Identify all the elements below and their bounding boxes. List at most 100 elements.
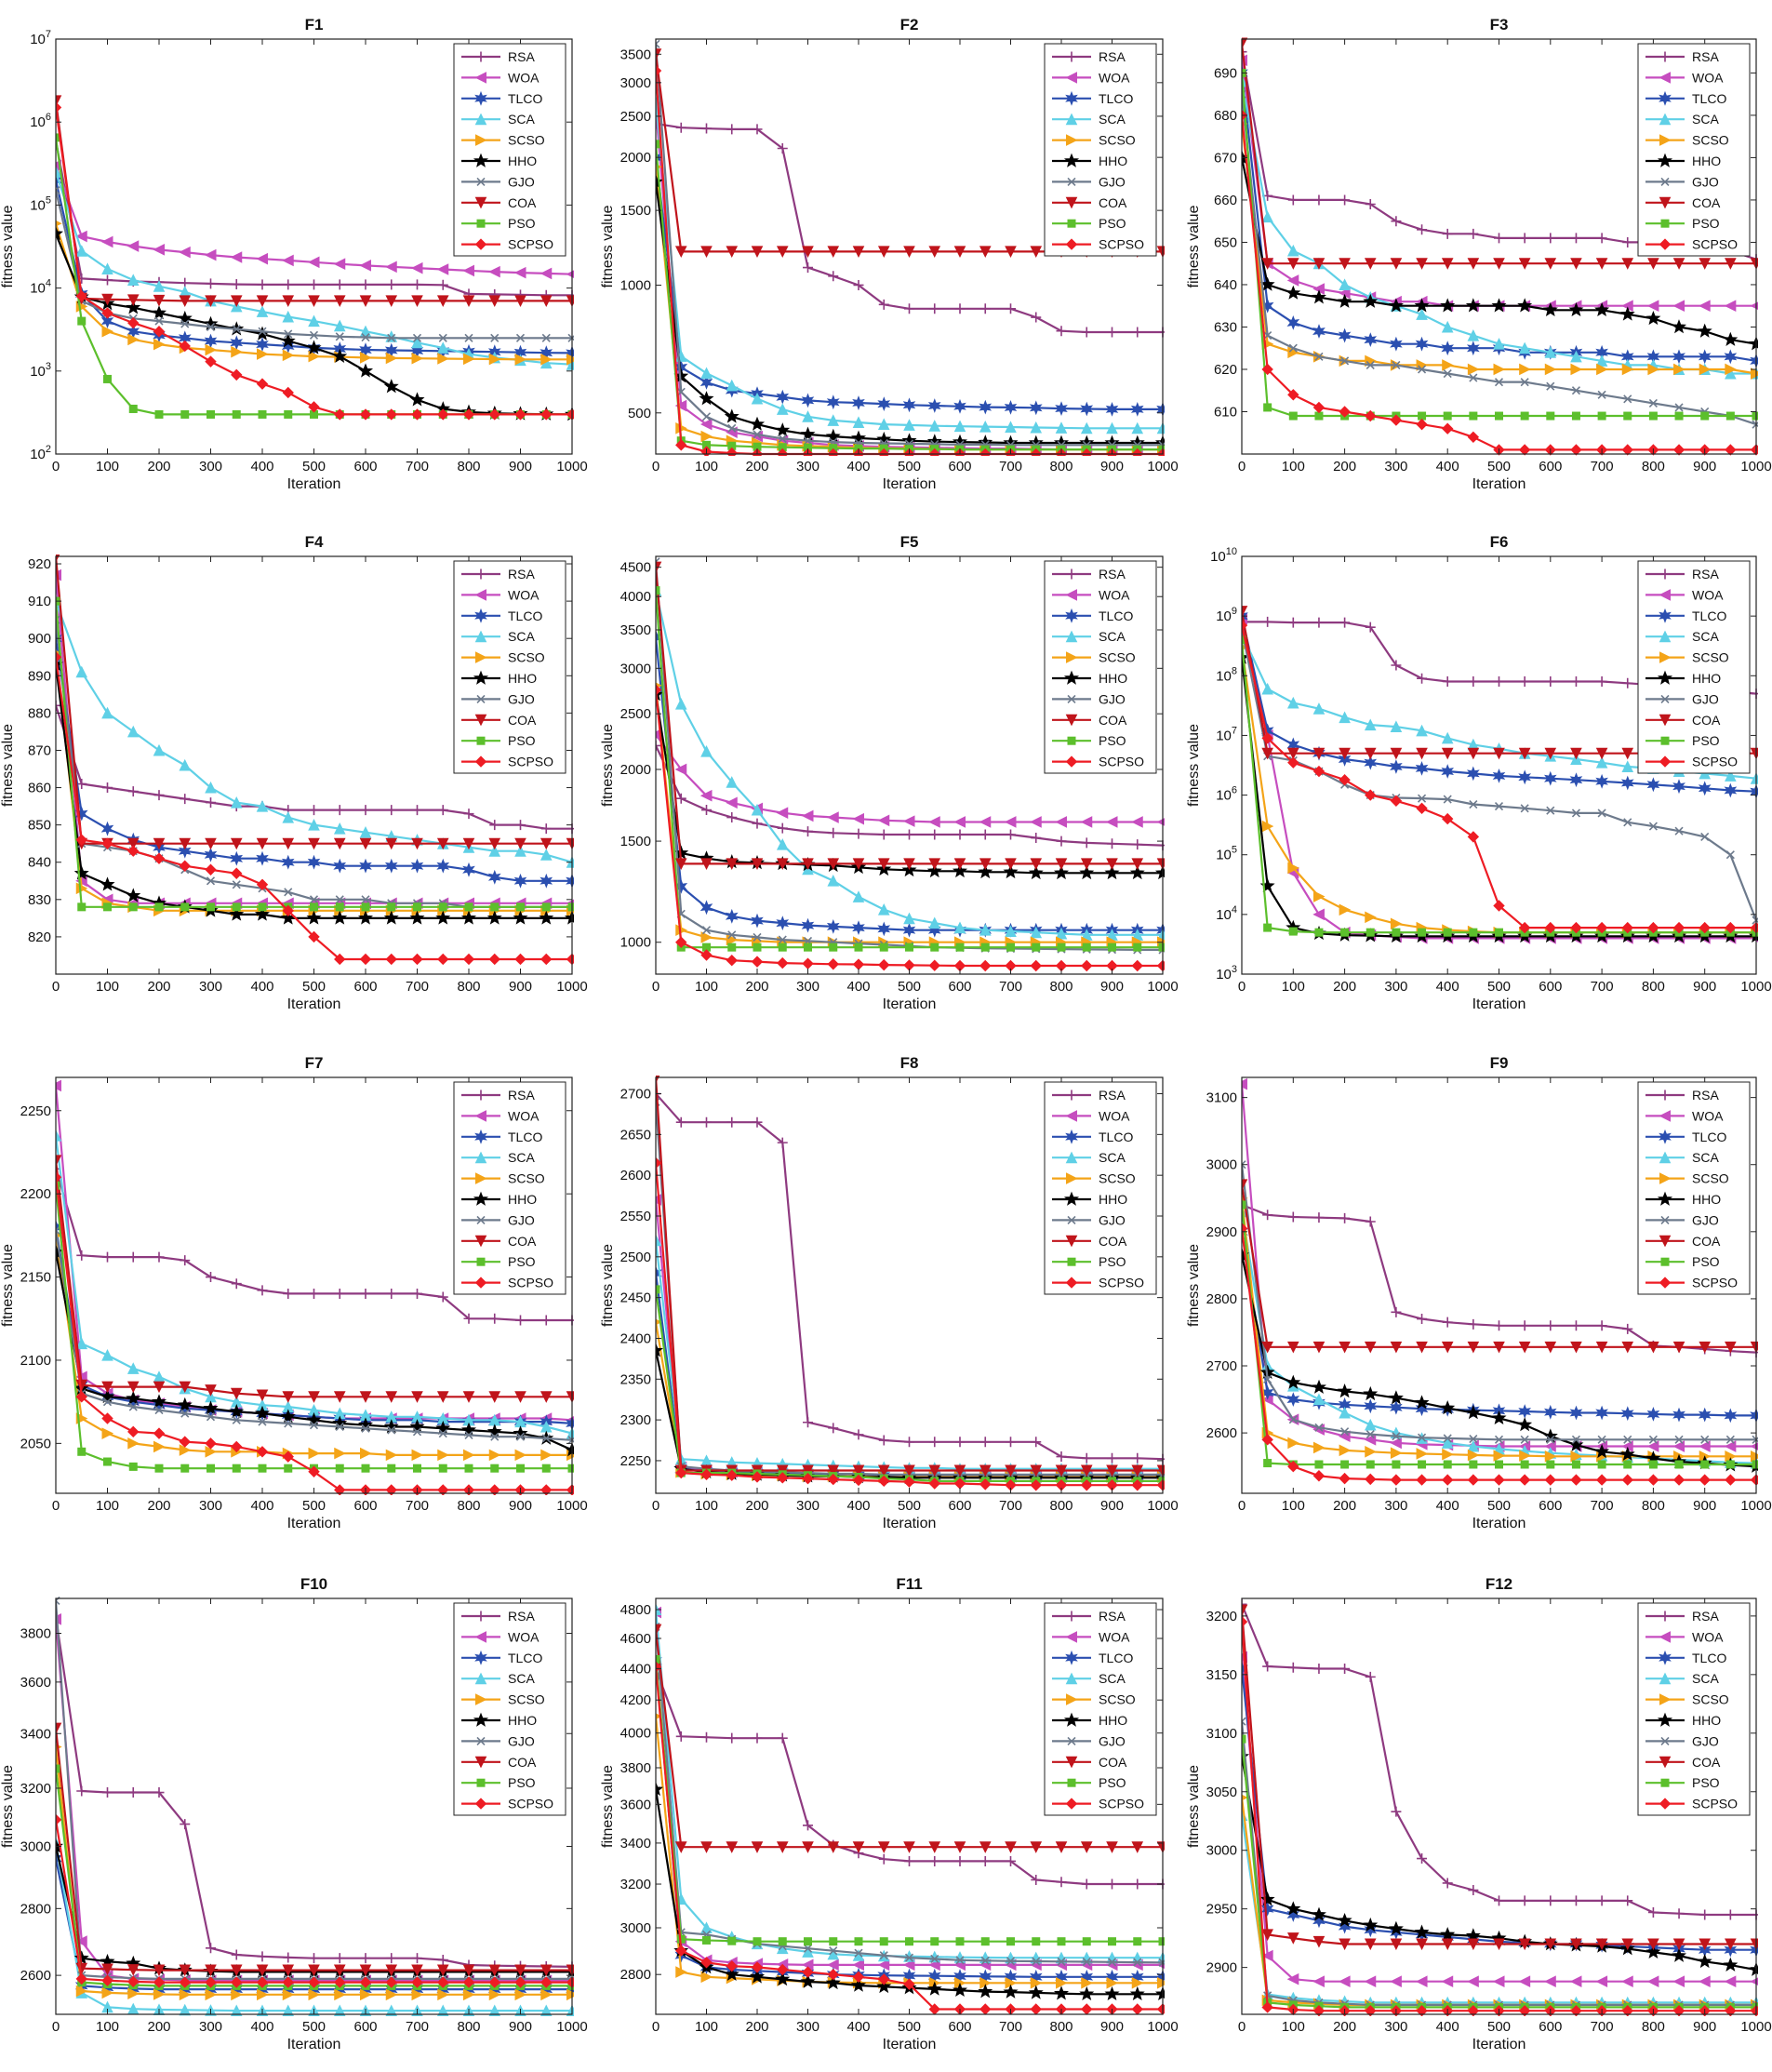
data-point-coa <box>1364 747 1377 760</box>
data-point-coa <box>928 1464 941 1477</box>
data-point-sca <box>979 924 992 936</box>
data-point-coa <box>1261 1929 1273 1941</box>
data-point-coa <box>1570 1938 1582 1951</box>
y-tick-label: 910 <box>28 594 51 609</box>
legend-box <box>1044 43 1157 257</box>
data-point-sca <box>282 2004 295 2016</box>
data-point-scpso <box>1242 1223 1248 1235</box>
data-point-hho <box>1517 1417 1533 1432</box>
legend-marker-scpso <box>474 238 487 250</box>
x-tick-label: 800 <box>1049 979 1073 995</box>
data-point-pso <box>438 1464 447 1473</box>
data-point-pso <box>1418 411 1427 421</box>
legend-label-hho: HHO <box>1099 1192 1127 1207</box>
chart-panel-f5: F50 100 200 300 400 500 600 700 800 900 1000100015… <box>600 533 1179 1012</box>
data-point-sca <box>1106 421 1118 434</box>
data-point-scpso <box>1518 444 1531 456</box>
data-point-rsa <box>1442 228 1453 239</box>
data-point-coa <box>1390 1341 1403 1354</box>
data-point-scpso <box>700 1957 713 1969</box>
data-point-tlco <box>1390 1399 1403 1415</box>
data-point-rsa <box>360 279 371 290</box>
data-point-tlco <box>1130 402 1144 417</box>
data-point-coa <box>1080 1841 1093 1853</box>
data-point-sca <box>852 416 865 428</box>
x-tick-label: 200 <box>1333 1498 1356 1514</box>
data-point-scso <box>231 1988 243 2001</box>
data-point-gjo <box>232 880 241 889</box>
data-point-coa <box>877 1841 890 1853</box>
data-point-coa <box>462 837 475 850</box>
legend-marker-scpso <box>1065 238 1078 250</box>
legend-label-tlco: TLCO <box>1099 1130 1133 1144</box>
legend-marker-woa <box>1065 1110 1077 1122</box>
legend-box <box>453 560 566 774</box>
data-point-rsa <box>878 299 889 310</box>
data-point-pso <box>1392 1460 1401 1469</box>
data-point-scpso <box>878 958 890 971</box>
data-point-pso <box>1082 942 1091 952</box>
data-point-rsa <box>1596 676 1607 688</box>
data-point-rsa <box>1494 233 1504 244</box>
chart-title: F3 <box>1490 16 1509 33</box>
y-tick-label: 4600 <box>620 1631 651 1647</box>
data-point-pso <box>778 942 787 952</box>
y-tick-label: 2000 <box>620 150 651 166</box>
legend-marker-scso <box>1659 1172 1672 1184</box>
data-point-rsa <box>412 805 422 816</box>
data-point-sca <box>101 706 113 719</box>
data-point-scpso <box>852 1971 865 1983</box>
data-point-scpso <box>540 953 553 966</box>
data-point-gjo <box>387 1425 396 1435</box>
data-point-rsa <box>437 805 448 816</box>
data-point-coa <box>852 1841 865 1853</box>
data-point-scpso <box>205 1437 217 1450</box>
data-point-scpso <box>1339 1472 1351 1485</box>
x-tick-label: 700 <box>1591 979 1614 995</box>
data-point-scpso <box>308 401 320 413</box>
legend-marker-coa <box>474 1756 487 1769</box>
data-point-gjo <box>361 332 370 342</box>
legend-label-coa: COA <box>1099 713 1127 728</box>
data-point-rsa <box>979 303 991 314</box>
data-point-woa <box>1030 816 1042 828</box>
data-point-coa <box>1131 858 1144 870</box>
data-point-scpso <box>231 1976 243 1988</box>
data-point-rsa <box>463 809 474 820</box>
data-point-scpso <box>1081 2003 1093 2015</box>
data-point-hho <box>1311 1379 1326 1394</box>
data-point-tlco <box>1724 349 1738 365</box>
legend-label-rsa: RSA <box>1692 1609 1719 1624</box>
data-point-rsa <box>777 822 788 834</box>
data-point-sca <box>953 420 966 433</box>
chart-panel-f6: F60 100 200 300 400 500 600 700 800 900 1000103104… <box>1186 533 1772 1012</box>
data-point-gjo <box>1597 809 1606 818</box>
data-point-coa <box>1699 1938 1712 1951</box>
x-tick-label: 200 <box>745 2019 768 2035</box>
data-point-sca <box>802 410 814 422</box>
legend-box <box>453 1602 566 1816</box>
data-point-woa <box>1080 816 1093 828</box>
data-point-scpso <box>1365 789 1377 801</box>
data-point-hho <box>409 1419 425 1434</box>
data-point-scpso <box>1390 1474 1403 1486</box>
data-point-coa <box>1493 1341 1505 1354</box>
data-point-scso <box>1596 363 1608 376</box>
y-tick-label: 104 <box>30 278 51 297</box>
data-point-pso <box>656 1654 660 1664</box>
data-point-rsa <box>954 829 966 840</box>
data-point-hho <box>229 1403 245 1419</box>
data-point-scpso <box>751 956 764 968</box>
legend-marker-coa <box>1659 714 1672 727</box>
data-point-rsa <box>231 279 242 290</box>
data-point-scpso <box>334 1976 346 1988</box>
data-point-hho <box>1491 1410 1507 1424</box>
legend-marker-pso <box>476 1257 486 1266</box>
data-point-rsa <box>76 1250 87 1261</box>
data-point-scpso <box>1570 444 1582 456</box>
data-point-sca <box>903 1950 915 1962</box>
data-point-gjo <box>335 895 344 904</box>
data-point-scso <box>101 1986 114 1999</box>
